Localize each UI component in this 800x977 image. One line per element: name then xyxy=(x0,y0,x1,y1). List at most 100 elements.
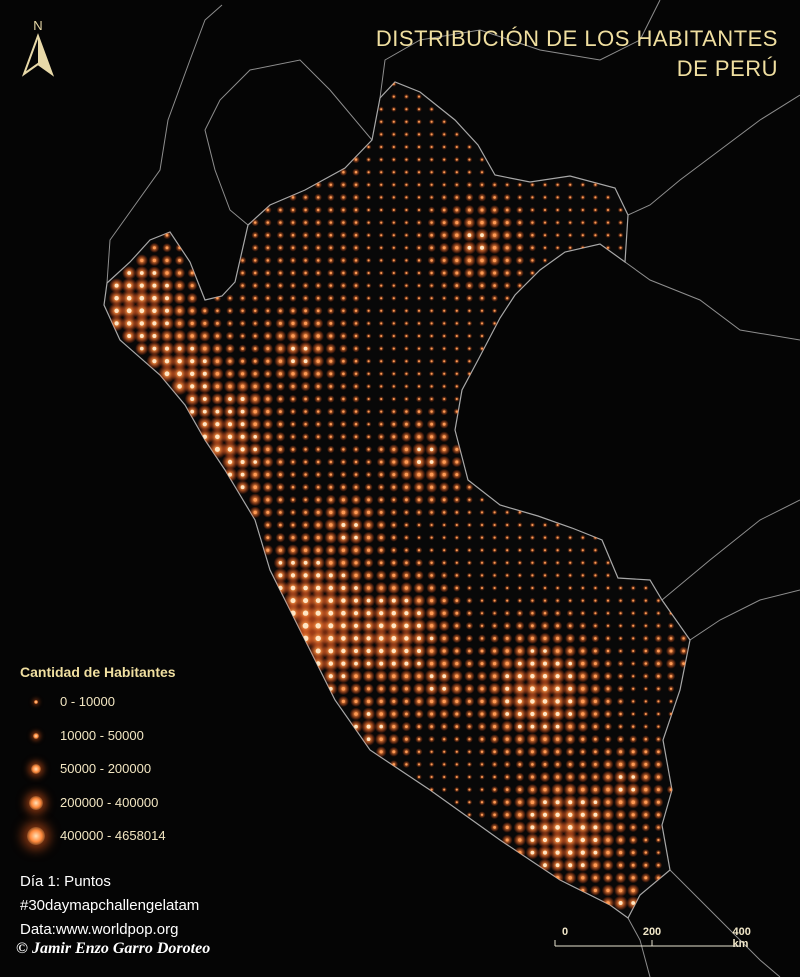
population-dot-core xyxy=(455,498,458,501)
population-dot-core xyxy=(493,549,496,552)
population-dot-core xyxy=(492,246,497,250)
population-dot-core xyxy=(493,813,496,817)
population-dot-core xyxy=(455,599,459,602)
population-dot-core xyxy=(607,574,609,577)
population-dot-core xyxy=(317,221,320,224)
population-dot-core xyxy=(215,347,219,351)
population-dot-core xyxy=(506,524,509,526)
population-dot-core xyxy=(593,850,598,855)
population-dot-core xyxy=(291,423,295,426)
population-dot-core xyxy=(430,208,433,212)
population-dot-core xyxy=(367,510,371,514)
legend-row: 10000 - 50000 xyxy=(20,728,176,762)
population-dot-core xyxy=(354,699,358,704)
population-dot-core xyxy=(619,246,622,249)
population-dot-core xyxy=(329,561,333,565)
population-dot-core xyxy=(177,346,182,351)
population-dot-core xyxy=(543,636,547,641)
population-dot-core xyxy=(279,473,282,476)
population-dot-core xyxy=(580,850,585,855)
population-dot-core xyxy=(567,825,573,830)
population-dot-core xyxy=(354,473,358,476)
population-dot-core xyxy=(302,622,309,629)
population-dot-core xyxy=(556,763,559,766)
population-dot-core xyxy=(555,649,560,653)
population-dot-core xyxy=(354,234,358,237)
population-dot-core xyxy=(391,648,396,654)
population-dot-core xyxy=(455,447,459,451)
population-dot-core xyxy=(152,334,157,338)
brazil-border xyxy=(624,261,800,641)
population-dot-core xyxy=(468,801,471,804)
population-dot-core xyxy=(480,662,484,666)
population-dot-core xyxy=(241,359,245,363)
author-credit: © Jamir Enzo Garro Doroteo xyxy=(16,940,211,957)
population-dot-core xyxy=(657,750,660,754)
population-dot-core xyxy=(342,410,345,413)
population-dot-core xyxy=(216,309,219,312)
population-dot-core xyxy=(354,183,358,186)
population-dot-core xyxy=(254,246,257,249)
population-dot-core xyxy=(418,108,420,111)
population-dot-core xyxy=(594,612,597,615)
population-dot-core xyxy=(467,271,471,275)
population-dot-core xyxy=(114,321,119,326)
population-dot-core xyxy=(253,460,257,464)
population-dot-core xyxy=(606,813,610,817)
population-dot-core xyxy=(531,536,534,539)
population-dot-core xyxy=(341,548,346,552)
population-dot-core xyxy=(581,599,584,602)
population-dot-core xyxy=(304,536,308,540)
population-dot-core xyxy=(354,535,358,540)
population-dot-core xyxy=(266,234,269,237)
population-dot-core xyxy=(468,297,471,300)
population-dot-core xyxy=(481,322,483,325)
population-dot-core xyxy=(531,183,534,186)
population-dot-core xyxy=(518,511,521,514)
population-dot-core xyxy=(378,623,384,629)
population-dot-core xyxy=(202,371,207,376)
population-dot-core xyxy=(291,246,295,249)
population-dot-core xyxy=(418,372,420,375)
population-dot-core xyxy=(278,573,283,578)
population-dot-core xyxy=(594,763,597,766)
population-dot-core xyxy=(380,360,383,363)
population-dot-core xyxy=(228,334,232,338)
population-dot-core xyxy=(455,649,459,653)
population-dot-core xyxy=(555,850,560,855)
population-dot-core xyxy=(380,486,383,489)
population-dot-core xyxy=(631,901,636,905)
population-dot-core xyxy=(518,624,522,628)
population-dot-core xyxy=(279,309,282,313)
population-dot-core xyxy=(404,598,409,603)
population-dot-core xyxy=(405,322,408,325)
population-dot-core xyxy=(392,725,396,729)
population-dot-core xyxy=(140,258,144,263)
population-dot-core xyxy=(455,574,458,577)
population-dot-core xyxy=(543,763,547,766)
population-dot-core xyxy=(481,347,483,350)
population-dot-core xyxy=(392,234,395,237)
population-dot-core xyxy=(417,649,421,653)
population-dot-core xyxy=(329,535,333,540)
population-dot-core xyxy=(442,259,446,262)
population-dot-core xyxy=(455,146,458,148)
population-dot-core xyxy=(443,524,446,526)
population-dot-core xyxy=(405,385,408,388)
population-dot-core xyxy=(254,309,257,312)
population-dot-core xyxy=(379,548,383,552)
population-dot-core xyxy=(404,472,409,477)
population-dot-core xyxy=(304,246,307,249)
population-dot-core xyxy=(480,712,484,716)
population-dot-core xyxy=(228,422,232,427)
population-dot-core xyxy=(266,259,269,262)
population-dot-core xyxy=(505,800,509,804)
population-dot-core xyxy=(632,725,635,728)
population-dot-core xyxy=(568,750,572,754)
population-dot-core xyxy=(619,612,622,615)
population-dot-core xyxy=(518,599,521,602)
population-dot-core xyxy=(304,234,307,237)
population-dot-core xyxy=(468,183,471,186)
population-dot-core xyxy=(392,511,395,514)
population-dot-core xyxy=(468,612,471,615)
